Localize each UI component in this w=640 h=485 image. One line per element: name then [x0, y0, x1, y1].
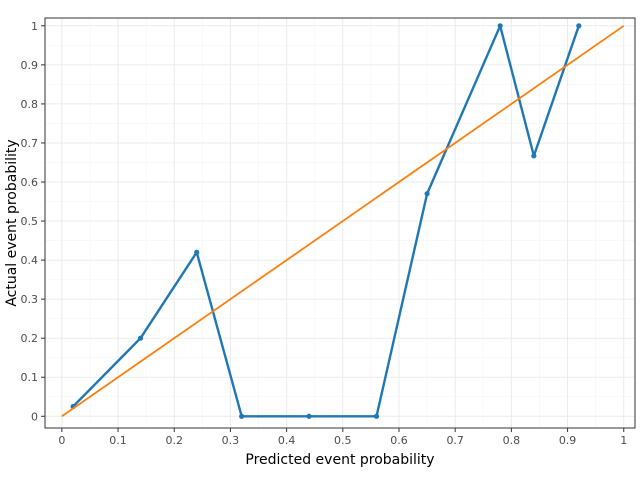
y-tick-label: 0.2 [21, 332, 39, 345]
calibration-point [424, 191, 430, 197]
x-axis-title: Predicted event probability [245, 452, 434, 468]
y-tick-label: 0.7 [21, 137, 39, 150]
y-tick-label: 0.9 [21, 59, 39, 72]
calibration-point [306, 413, 312, 419]
y-tick-label: 0.6 [21, 176, 39, 189]
x-tick-label: 0.8 [503, 434, 521, 447]
calibration-point [373, 413, 380, 419]
calibration-series-line [72, 24, 580, 418]
calibration-point [531, 153, 537, 159]
y-tick-label: 0.8 [21, 98, 39, 111]
calibration-point [497, 23, 503, 29]
calibration-point [137, 335, 144, 341]
y-tick-label: 0.3 [21, 293, 39, 306]
y-tick-label: 1 [31, 20, 38, 33]
x-tick-label: 0 [58, 434, 65, 447]
axis-layer: 0 0.1 0.2 0.3 0.4 0.5 0.6 0.7 0.8 0.9 1 0 0.1 0.2 0.3 0… [21, 20, 628, 447]
x-tick-label: 0.7 [446, 434, 464, 447]
x-tick-label: 0.1 [109, 434, 127, 447]
x-tick-label: 0.3 [222, 434, 240, 447]
panel-border [44, 17, 636, 429]
x-tick-label: 0.2 [165, 434, 183, 447]
grid-layer [45, 18, 635, 428]
x-tick-label: 1 [620, 434, 627, 447]
calibration-point [239, 413, 245, 419]
x-tick-label: 0.4 [278, 434, 296, 447]
x-tick-label: 0.5 [334, 434, 352, 447]
x-tick-label: 0.6 [390, 434, 408, 447]
y-tick-label: 0 [31, 410, 38, 423]
calibration-point [576, 23, 582, 29]
y-tick-label: 0.1 [21, 371, 39, 384]
x-tick-label: 0.9 [559, 434, 577, 447]
y-axis-title: Actual event probability [4, 139, 20, 306]
series-layer [61, 23, 625, 419]
calibration-point [194, 249, 200, 255]
y-tick-label: 0.4 [21, 254, 39, 267]
y-tick-label: 0.5 [21, 215, 39, 228]
reference-diagonal-line [61, 25, 625, 418]
